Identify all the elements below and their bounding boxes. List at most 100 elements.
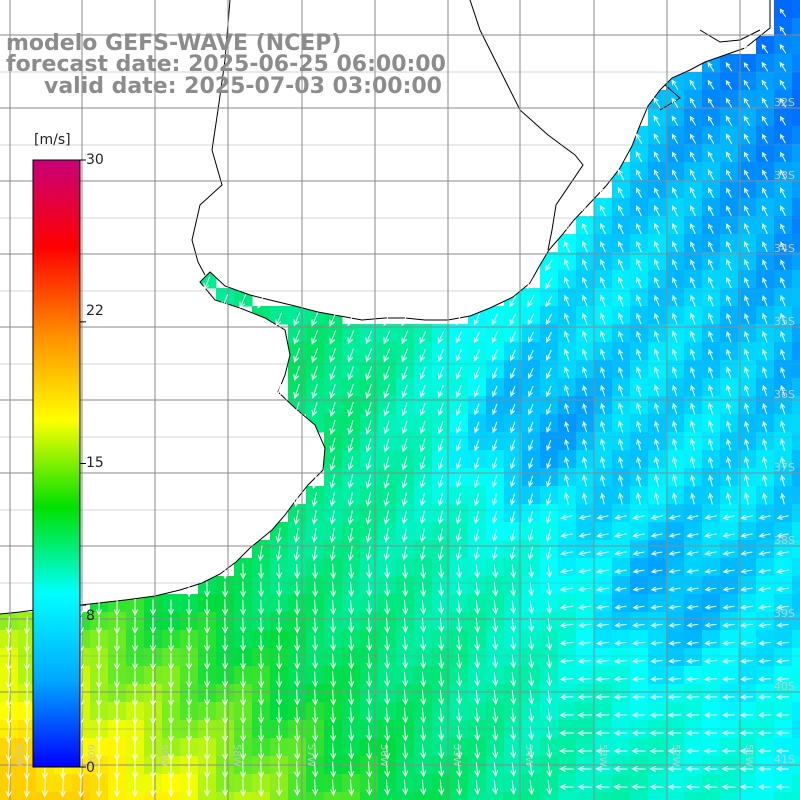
wind-arrow <box>599 187 607 199</box>
wind-arrow-head <box>671 133 677 140</box>
wind-arrow <box>312 473 318 489</box>
wind-arrow-head <box>668 658 675 664</box>
wind-arrow-head <box>758 568 765 574</box>
wind-arrow <box>741 678 753 680</box>
wind-arrow <box>332 563 334 579</box>
wind-arrow-head <box>672 294 677 301</box>
wind-arrow <box>296 724 298 742</box>
wind-arrow-head <box>577 694 585 701</box>
wind-arrow <box>579 551 591 555</box>
wind-arrow <box>509 331 517 343</box>
wind-arrow-head <box>690 276 695 283</box>
wind-arrow-head <box>689 438 696 445</box>
coastline <box>0 0 771 615</box>
wind-arrow <box>474 457 480 469</box>
wind-arrow <box>745 493 749 505</box>
wind-arrow <box>636 241 642 253</box>
wind-arrow <box>457 743 461 759</box>
wind-arrow-head <box>775 712 783 718</box>
wind-arrow-head <box>95 609 103 617</box>
wind-arrow-head <box>564 438 570 445</box>
wind-arrow <box>561 551 573 555</box>
wind-arrow-head <box>685 730 693 736</box>
wind-arrow <box>314 725 316 741</box>
wind-arrow <box>560 587 574 591</box>
wind-arrow <box>597 551 609 555</box>
wind-arrow <box>744 403 750 415</box>
wind-arrow-head <box>492 679 499 687</box>
wind-arrow-head <box>613 640 621 646</box>
wind-arrow-head <box>650 532 657 538</box>
wind-arrow-head <box>293 337 300 345</box>
wind-arrow-head <box>149 735 157 743</box>
wind-arrow <box>691 475 695 487</box>
wind-arrow <box>704 678 718 680</box>
wind-arrow-head <box>559 676 567 682</box>
wind-arrow <box>420 348 426 362</box>
wind-arrow <box>511 780 515 794</box>
wind-arrow-head <box>762 348 768 355</box>
wind-arrow-head <box>722 532 729 538</box>
wind-arrow-head <box>455 337 461 344</box>
wind-arrow-head <box>779 79 785 86</box>
wind-arrow-head <box>402 590 409 598</box>
wind-arrow-head <box>600 240 605 247</box>
wind-arrow <box>614 678 628 680</box>
wind-arrow-head <box>650 568 657 574</box>
wind-arrow <box>203 276 211 290</box>
wind-arrow <box>651 533 663 537</box>
wind-arrow <box>367 546 371 560</box>
wind-arrow-head <box>492 625 499 633</box>
wind-arrow <box>650 786 664 788</box>
wind-arrow-head <box>546 679 553 687</box>
wind-arrow-head <box>419 499 426 507</box>
wind-arrow <box>690 241 696 253</box>
wind-arrow-head <box>636 402 642 409</box>
wind-arrow <box>780 134 786 144</box>
wind-arrow <box>456 457 462 469</box>
wind-arrow-head <box>632 568 639 574</box>
wind-arrow-head <box>258 644 265 652</box>
wind-arrow-head <box>650 622 657 628</box>
wind-arrow-head <box>546 481 552 488</box>
wind-arrow-head <box>743 61 749 68</box>
wind-arrow-head <box>775 730 783 736</box>
wind-arrow-head <box>510 463 516 470</box>
wind-arrow <box>781 475 785 487</box>
wind-arrow-head <box>581 222 587 229</box>
wind-arrow <box>260 671 262 687</box>
wind-arrow-head <box>649 747 656 755</box>
wind-arrow-head <box>635 240 641 247</box>
wind-arrow <box>651 678 663 680</box>
wind-arrow <box>475 690 479 704</box>
wind-arrow <box>654 385 660 397</box>
wind-arrow-head <box>613 748 621 754</box>
wind-arrow-head <box>707 79 713 86</box>
wind-arrow <box>780 260 786 270</box>
wind-arrow <box>582 331 588 343</box>
wind-arrow-head <box>185 645 193 653</box>
wind-arrow-head <box>402 572 409 580</box>
wind-arrow <box>654 367 660 379</box>
wind-arrow <box>421 582 425 596</box>
wind-arrow <box>637 475 641 487</box>
wind-arrow <box>511 600 515 614</box>
wind-arrow-head <box>348 590 355 598</box>
wind-arrow-head <box>667 694 675 700</box>
longitude-label: 58W <box>231 744 242 767</box>
wind-arrow <box>293 312 301 326</box>
wind-arrow-head <box>95 790 102 798</box>
wind-arrow <box>366 456 372 470</box>
wind-arrow <box>421 725 425 741</box>
wind-arrow <box>690 259 696 271</box>
wind-arrow-head <box>564 330 570 337</box>
wind-arrow <box>579 569 591 573</box>
wind-arrow-head <box>438 734 445 742</box>
wind-arrow <box>761 44 769 54</box>
wind-arrow-head <box>686 604 693 610</box>
wind-arrow <box>421 546 425 560</box>
wind-arrow-head <box>510 751 517 759</box>
wind-arrow <box>762 260 768 270</box>
wind-arrow <box>672 187 678 199</box>
